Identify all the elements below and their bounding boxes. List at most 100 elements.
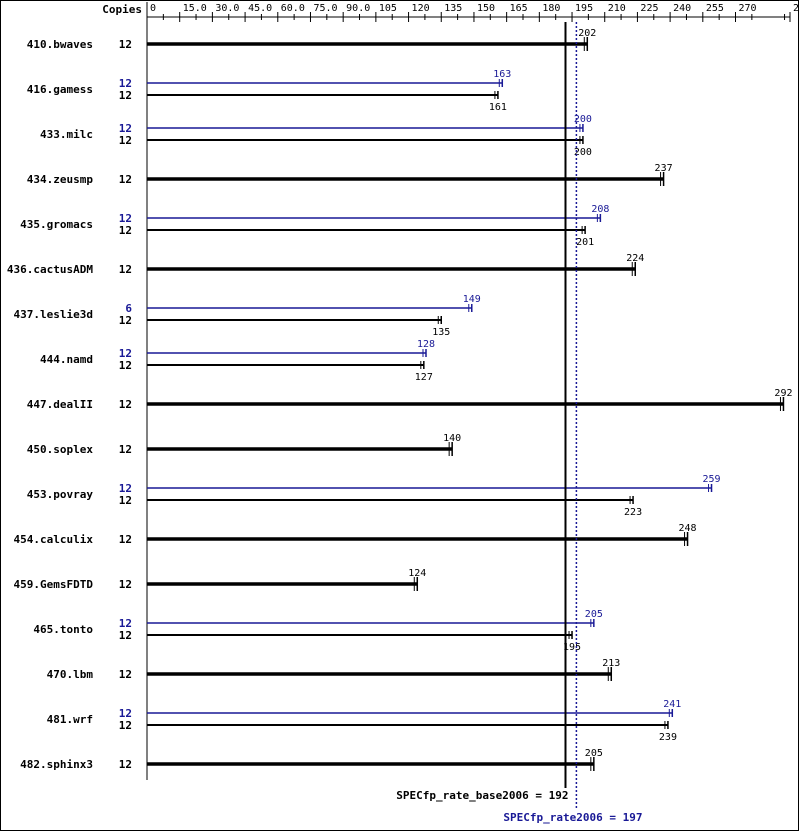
peak-copies: 12 <box>119 122 132 135</box>
x-tick-label: 75.0 <box>313 3 337 14</box>
x-tick-label: 90.0 <box>346 3 370 14</box>
base-copies: 12 <box>119 719 132 732</box>
base-value-label: 127 <box>415 372 433 383</box>
benchmark-label: 450.soplex <box>27 443 94 456</box>
benchmark-label: 454.calculix <box>14 533 94 546</box>
benchmark-row: 437.leslie3d 12 135 6 149 <box>14 294 481 338</box>
benchmark-row: 416.gamess 12 161 12 163 <box>27 69 512 113</box>
benchmark-label: 433.milc <box>40 128 93 141</box>
base-value-label: 213 <box>602 658 620 669</box>
x-tick-label: 180 <box>542 3 560 14</box>
base-copies: 12 <box>119 494 132 507</box>
base-copies: 12 <box>119 359 132 372</box>
benchmark-rows: 410.bwaves 12 202 416.gamess 12 161 12 163 433.m… <box>7 28 792 773</box>
benchmark-label: 447.dealII <box>27 398 93 411</box>
x-tick-label: 225 <box>640 3 658 14</box>
base-value-label: 135 <box>432 327 450 338</box>
base-value-label: 248 <box>679 523 697 534</box>
benchmark-row: 433.milc 12 200 12 200 <box>40 114 592 158</box>
base-value-label: 140 <box>443 433 461 444</box>
benchmark-row: 454.calculix 12 248 <box>14 523 697 548</box>
benchmark-label: 416.gamess <box>27 83 93 96</box>
benchmark-label: 437.leslie3d <box>14 308 93 321</box>
benchmark-row: 434.zeusmp 12 237 <box>27 163 673 188</box>
peak-value-label: 128 <box>417 339 435 350</box>
peak-value-label: 208 <box>591 204 609 215</box>
peak-copies: 6 <box>125 302 132 315</box>
base-value-label: 237 <box>655 163 673 174</box>
base-value-label: 224 <box>626 253 644 264</box>
benchmark-row: 453.povray 12 223 12 259 <box>27 474 721 518</box>
base-value-label: 124 <box>408 568 426 579</box>
base-copies: 12 <box>119 758 132 771</box>
benchmark-label: 436.cactusADM <box>7 263 93 276</box>
benchmark-row: 481.wrf 12 239 12 241 <box>47 699 682 743</box>
benchmark-row: 450.soplex 12 140 <box>27 433 461 458</box>
base-value-label: 161 <box>489 102 507 113</box>
benchmark-row: 436.cactusADM 12 224 <box>7 253 644 278</box>
x-tick-label: 120 <box>412 3 430 14</box>
x-tick-label: 135 <box>444 3 462 14</box>
benchmark-label: 465.tonto <box>33 623 93 636</box>
base-copies: 12 <box>119 224 132 237</box>
base-value-label: 201 <box>576 237 594 248</box>
x-tick-label: 270 <box>739 3 757 14</box>
copies-header: Copies <box>102 3 142 16</box>
x-tick-label: 195 <box>575 3 593 14</box>
benchmark-row: 447.dealII 12 292 <box>27 388 792 413</box>
peak-copies: 12 <box>119 482 132 495</box>
base-copies: 12 <box>119 398 132 411</box>
benchmark-label: 435.gromacs <box>20 218 93 231</box>
peak-copies: 12 <box>119 707 132 720</box>
base-value-label: 200 <box>574 147 592 158</box>
benchmark-row: 435.gromacs 12 201 12 208 <box>20 204 609 248</box>
base-copies: 12 <box>119 668 132 681</box>
x-tick-label: 105 <box>379 3 397 14</box>
benchmark-row: 444.namd 12 127 12 128 <box>40 339 435 383</box>
x-tick-label: 150 <box>477 3 495 14</box>
peak-copies: 12 <box>119 77 132 90</box>
benchmark-label: 410.bwaves <box>27 38 93 51</box>
peak-value-label: 200 <box>574 114 592 125</box>
peak-value-label: 163 <box>493 69 511 80</box>
peak-copies: 12 <box>119 212 132 225</box>
benchmark-label: 459.GemsFDTD <box>14 578 94 591</box>
x-tick-label: 0 <box>150 3 156 14</box>
peak-summary-label: SPECfp_rate2006 = 197 <box>503 811 642 824</box>
x-tick-label: 210 <box>608 3 626 14</box>
benchmark-label: 453.povray <box>27 488 94 501</box>
peak-value-label: 205 <box>585 609 603 620</box>
benchmark-label: 434.zeusmp <box>27 173 94 186</box>
base-copies: 12 <box>119 533 132 546</box>
x-tick-label: 30.0 <box>215 3 239 14</box>
x-tick-label: 165 <box>510 3 528 14</box>
benchmark-row: 482.sphinx3 12 205 <box>20 748 603 773</box>
base-copies: 12 <box>119 89 132 102</box>
base-copies: 12 <box>119 314 132 327</box>
peak-value-label: 149 <box>463 294 481 305</box>
peak-value-label: 259 <box>703 474 721 485</box>
benchmark-row: 470.lbm 12 213 <box>47 658 620 683</box>
peak-value-label: 241 <box>663 699 681 710</box>
base-value-label: 205 <box>585 748 603 759</box>
benchmark-row: 465.tonto 12 195 12 205 <box>33 609 602 653</box>
base-copies: 12 <box>119 263 132 276</box>
benchmark-label: 444.namd <box>40 353 93 366</box>
peak-copies: 12 <box>119 617 132 630</box>
benchmark-label: 481.wrf <box>47 713 93 726</box>
base-copies: 12 <box>119 629 132 642</box>
peak-copies: 12 <box>119 347 132 360</box>
base-copies: 12 <box>119 38 132 51</box>
x-tick-label: 45.0 <box>248 3 272 14</box>
base-value-label: 202 <box>578 28 596 39</box>
benchmark-label: 470.lbm <box>47 668 94 681</box>
benchmark-row: 410.bwaves 12 202 <box>27 28 596 53</box>
base-value-label: 195 <box>563 642 581 653</box>
base-copies: 12 <box>119 578 132 591</box>
benchmark-row: 459.GemsFDTD 12 124 <box>14 568 426 593</box>
x-tick-label: 255 <box>706 3 724 14</box>
x-tick-label: 60.0 <box>281 3 305 14</box>
x-tick-label: 15.0 <box>183 3 207 14</box>
